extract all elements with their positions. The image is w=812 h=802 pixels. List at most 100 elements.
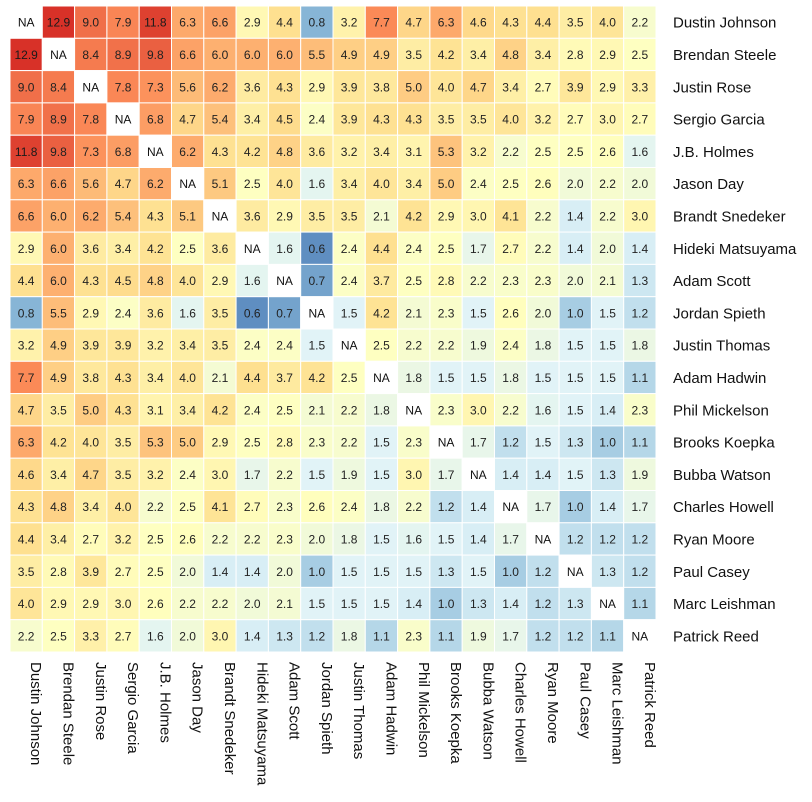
cell-value-label: 2.7 [567,113,584,127]
cell-value-label: 5.1 [212,177,229,191]
heatmap-cell [235,296,269,330]
cell-value-label: 5.0 [179,436,196,450]
heatmap-cell [9,619,43,653]
heatmap-cell [429,70,463,104]
heatmap-cell [171,70,205,104]
cell-value-label: 9.0 [82,16,99,30]
cell-value-label: 1.7 [470,436,487,450]
heatmap-cell [461,167,496,201]
cell-value-label: 2.6 [147,597,164,611]
cell-value-label: 4.3 [18,500,35,514]
cell-value-label: 2.5 [147,532,164,546]
cell-value-label: 3.0 [632,209,649,223]
cell-value-label: 5.1 [179,209,196,223]
heatmap-cell [41,5,76,39]
cell-value-label: 2.9 [82,306,99,320]
cell-value-label: NA [212,209,229,223]
cell-value-label: 3.0 [405,468,422,482]
heatmap-cell [235,263,269,298]
cell-value-label: 7.3 [147,80,164,94]
heatmap-cell [623,328,657,362]
cell-value-label: 9.8 [50,145,67,159]
heatmap-cell [300,393,334,427]
cell-value-label: 6.0 [276,48,293,62]
cell-value-label: 2.3 [502,274,519,288]
cell-value-label: 2.2 [18,629,35,643]
cell-value-label: 0.8 [309,16,326,30]
cell-value-label: 2.6 [179,532,196,546]
heatmap-cell [332,393,366,427]
heatmap-cell [494,619,528,653]
heatmap-cell [74,37,108,72]
heatmap-cell [623,457,657,492]
heatmap-cell [267,296,302,330]
cell-value-label: 2.7 [115,629,132,643]
cell-value-label: 1.5 [309,339,326,353]
cell-value-label: 2.2 [535,209,552,223]
heatmap-cell [9,296,43,330]
cell-value-label: 1.4 [244,565,261,579]
cell-value-label: 4.3 [115,371,132,385]
cell-value-label: 1.2 [502,436,519,450]
heatmap-cell [429,619,463,653]
cell-value-label: 1.6 [244,274,261,288]
cell-value-label: 8.4 [82,48,99,62]
heatmap-cell [364,393,399,427]
heatmap-cell [429,360,463,395]
cell-value-label: 2.3 [276,532,293,546]
cell-value-label: 3.4 [179,339,196,353]
cell-value-label: 3.2 [341,16,358,30]
cell-value-label: 5.3 [438,145,455,159]
cell-value-label: 4.1 [502,209,519,223]
heatmap-cell [300,5,334,39]
cell-value-label: 3.6 [147,306,164,320]
cell-value-label: NA [502,500,519,514]
cell-value-label: 1.1 [632,371,649,385]
cell-value-label: NA [244,242,261,256]
cell-value-label: 2.9 [82,597,99,611]
heatmap-cell [494,393,528,427]
cell-value-label: 2.0 [567,177,584,191]
cell-value-label: 2.5 [567,145,584,159]
heatmap-cell [171,5,205,39]
cell-value-label: 3.9 [82,339,99,353]
heatmap-cell [203,37,237,72]
cell-value-label: 5.6 [82,177,99,191]
column-label: Adam Hadwin [382,662,399,755]
cell-value-label: 3.6 [82,242,99,256]
cell-value-label: 6.6 [18,209,35,223]
cell-value-label: 3.2 [535,113,552,127]
cell-value-label: NA [82,80,99,94]
row-label: Justin Rose [673,79,751,96]
cell-value-label: 2.6 [535,177,552,191]
heatmap-cell [267,522,302,556]
heatmap-cell [171,199,205,233]
heatmap-cell [300,231,334,265]
cell-value-label: 1.7 [632,500,649,514]
cell-value-label: 1.6 [632,145,649,159]
heatmap-cell [526,37,560,72]
cell-value-label: 9.8 [147,48,164,62]
cell-value-label: 4.6 [470,16,487,30]
cell-value-label: 1.2 [535,565,552,579]
cell-value-label: 4.9 [50,339,67,353]
row-label: Bubba Watson [673,467,771,484]
heatmap-cell [138,134,172,168]
cell-value-label: 2.5 [341,371,358,385]
cell-value-label: 2.6 [502,306,519,320]
cell-value-label: 2.2 [599,209,616,223]
cell-value-label: 1.4 [632,242,649,256]
heatmap-cell [558,263,592,298]
cell-value-label: 1.5 [567,371,584,385]
cell-value-label: 4.3 [276,80,293,94]
cell-value-label: 1.5 [373,597,390,611]
heatmap-cell [429,490,463,524]
heatmap-cell [235,328,269,362]
cell-value-label: 3.5 [212,306,229,320]
cell-value-label: 7.9 [18,113,35,127]
heatmap-cell [590,296,625,330]
cell-value-label: 6.0 [244,48,261,62]
cell-value-label: 1.6 [276,242,293,256]
cell-value-label: 4.1 [212,500,229,514]
heatmap-cell [623,102,657,136]
